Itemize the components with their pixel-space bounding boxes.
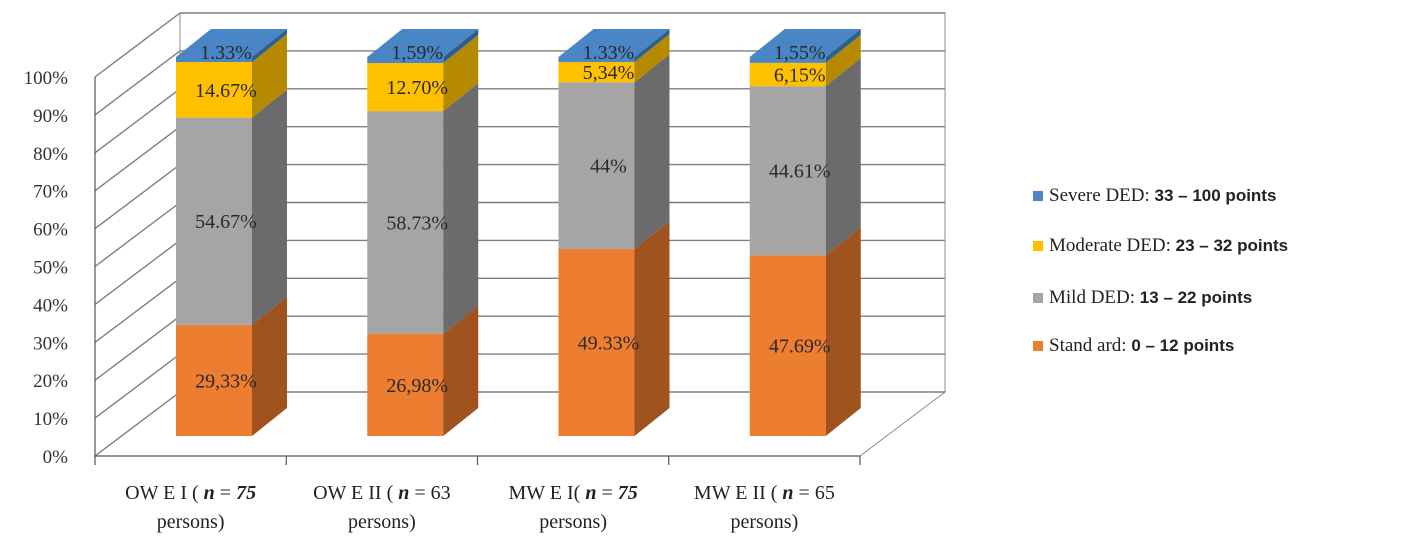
data-label: 1,59% xyxy=(391,42,443,64)
bar-segment xyxy=(176,324,252,436)
bar-segment-side xyxy=(252,89,287,325)
legend-label: Stand ard: 0 – 12 points xyxy=(1049,335,1235,356)
bar-segment xyxy=(176,57,252,63)
y-tick-label: 100% xyxy=(24,68,69,89)
data-label: 1.33% xyxy=(583,42,635,64)
legend-item: Stand ard: 0 – 12 points xyxy=(1033,333,1234,359)
y-tick-label: 0% xyxy=(43,447,69,468)
bar-segment xyxy=(558,82,635,250)
bar-segment-side xyxy=(825,34,861,87)
bar-segment-side xyxy=(634,54,670,250)
data-label: 6,15% xyxy=(774,65,826,87)
bar-segment xyxy=(367,57,444,64)
legend-swatch xyxy=(1033,241,1043,251)
gridline-side xyxy=(94,391,181,457)
data-label: 1.33% xyxy=(200,42,252,64)
data-label: 1,55% xyxy=(774,42,826,64)
data-label: 26,98% xyxy=(386,375,448,397)
bar-segment xyxy=(367,63,444,112)
data-label: 12.70% xyxy=(386,77,448,99)
gridline-side xyxy=(94,353,181,419)
legend-label: Severe DED: 33 – 100 points xyxy=(1049,185,1277,206)
legend-swatch xyxy=(1033,293,1043,303)
x-category-label: OW E II ( n = 63 xyxy=(313,482,451,504)
legend-label: Moderate DED: 23 – 32 points xyxy=(1049,235,1289,256)
legend-item: Moderate DED: 23 – 32 points xyxy=(1033,233,1288,259)
bar-segment-side xyxy=(634,34,670,83)
data-label: 54.67% xyxy=(195,211,257,233)
bar-segment-side xyxy=(443,83,479,334)
x-category-label-line2: persons) xyxy=(730,511,798,533)
y-tick-label: 70% xyxy=(33,182,68,203)
bar-segment xyxy=(176,117,252,325)
gridline-side xyxy=(94,315,181,381)
data-label: 14.67% xyxy=(195,80,257,102)
bar-segment xyxy=(749,62,826,87)
y-tick-label: 30% xyxy=(33,333,68,354)
bar-segment xyxy=(558,249,635,436)
bar-segment xyxy=(749,255,826,436)
bar-segment-side xyxy=(634,29,670,63)
y-tick-label: 50% xyxy=(33,258,68,279)
legend-swatch xyxy=(1033,341,1043,351)
y-tick-label: 60% xyxy=(33,220,68,241)
y-tick-label: 80% xyxy=(33,144,68,165)
gridline-side xyxy=(94,12,181,78)
bar-segment-side xyxy=(252,296,287,436)
bar-segment-side xyxy=(825,29,861,63)
bar-segment xyxy=(367,333,444,436)
data-label: 44.61% xyxy=(769,161,831,183)
gridline-side xyxy=(94,88,181,154)
y-tick-label: 90% xyxy=(33,106,68,127)
bar-segment-side xyxy=(443,29,479,64)
legend-item: Severe DED: 33 – 100 points xyxy=(1033,183,1276,209)
data-labels: 29,33% 54.67% 14.67% 1.33% 26,98% 58.73% 12.70… xyxy=(195,42,830,397)
data-label: 47.69% xyxy=(769,336,831,358)
bar-top xyxy=(558,29,670,57)
data-label: 44% xyxy=(590,156,627,178)
legend-swatch xyxy=(1033,191,1043,201)
bar-segment-side xyxy=(634,221,670,436)
legend-item: Mild DED: 13 – 22 points xyxy=(1033,285,1252,311)
y-tick-label: 40% xyxy=(33,295,68,316)
x-category-label-line2: persons) xyxy=(348,511,416,533)
gridline-side xyxy=(94,201,181,268)
bar-segment-side xyxy=(443,305,479,436)
x-category-label-line2: persons) xyxy=(539,511,607,533)
legend-label: Mild DED: 13 – 22 points xyxy=(1049,287,1253,308)
bar-segment-side xyxy=(825,227,861,436)
bar-segment xyxy=(367,111,444,334)
data-label: 5,34% xyxy=(583,62,635,84)
gridline-side xyxy=(94,277,181,343)
bar-segment xyxy=(749,86,826,256)
data-label: 58.73% xyxy=(386,212,448,234)
x-category-label: MW E II ( n = 65 xyxy=(694,482,835,504)
bar-segment xyxy=(558,62,635,83)
gridline-side xyxy=(94,239,181,305)
bar-segment xyxy=(558,57,635,63)
bar-segment-side xyxy=(825,58,861,256)
x-category-label: MW E I( n = 75 xyxy=(509,482,638,504)
bar-segment-side xyxy=(252,34,287,118)
gridline-side xyxy=(94,50,181,116)
bar-segment xyxy=(176,62,252,118)
y-axis: 0% 10% 20% 30% 40% 50% 60% 70% 80% 90% 100% xyxy=(24,68,96,468)
data-label: 49.33% xyxy=(578,333,640,355)
gridline-side xyxy=(94,126,181,192)
y-tick-label: 10% xyxy=(33,409,68,430)
gridline-side xyxy=(94,164,181,230)
bars xyxy=(176,29,861,436)
bar-segment xyxy=(749,57,826,63)
bar-segment-side xyxy=(443,35,479,112)
data-label: 29,33% xyxy=(195,370,257,392)
bar-segment-side xyxy=(252,29,287,63)
bar-top xyxy=(367,29,479,57)
x-category-label-line2: persons) xyxy=(157,511,225,533)
bar-top xyxy=(176,29,287,57)
x-category-label: OW E I ( n = 75 xyxy=(125,482,256,504)
bar-top xyxy=(749,29,861,57)
x-axis: OW E I ( n = 75 persons) OW E II ( n = 63 p… xyxy=(94,455,861,533)
y-tick-label: 20% xyxy=(33,371,68,392)
